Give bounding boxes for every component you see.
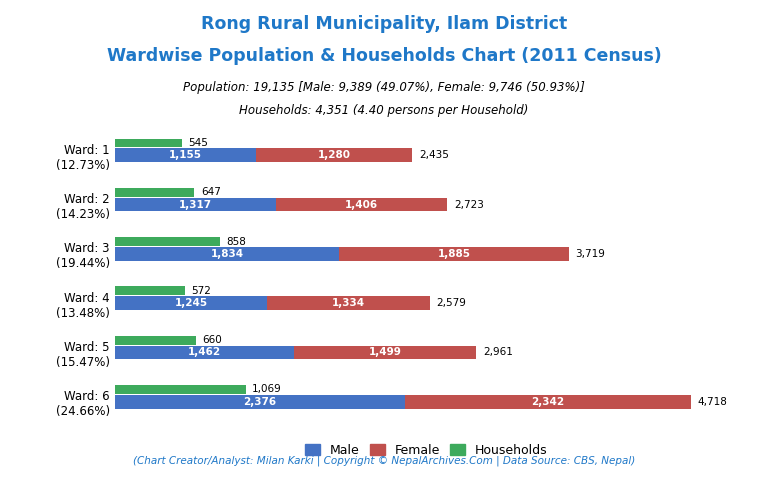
Text: 858: 858 [227,237,247,246]
Text: 1,155: 1,155 [169,150,202,160]
Bar [115,385,246,394]
Bar [256,148,412,162]
Text: 1,406: 1,406 [345,200,378,210]
Bar [115,286,185,295]
Text: 4,718: 4,718 [697,397,727,407]
Bar [293,346,476,359]
Text: 1,245: 1,245 [174,298,207,308]
Bar [115,148,256,162]
Text: 1,462: 1,462 [188,348,221,357]
Bar [339,247,569,261]
Text: Wardwise Population & Households Chart (2011 Census): Wardwise Population & Households Chart (… [107,47,661,65]
Text: 2,579: 2,579 [436,298,466,308]
Text: 2,435: 2,435 [419,150,449,160]
Text: 1,317: 1,317 [179,200,212,210]
Text: 1,069: 1,069 [253,385,282,394]
Text: Households: 4,351 (4.40 persons per Household): Households: 4,351 (4.40 persons per Hous… [240,104,528,116]
Text: 2,723: 2,723 [454,200,484,210]
Text: 572: 572 [192,286,211,296]
Text: Rong Rural Municipality, Ilam District: Rong Rural Municipality, Ilam District [201,15,567,33]
Text: 545: 545 [188,138,208,148]
Text: 1,499: 1,499 [369,348,402,357]
Text: 1,834: 1,834 [210,249,243,259]
Bar [115,395,405,409]
Bar [115,247,339,261]
Bar [405,395,690,409]
Bar [115,237,220,246]
Bar [115,188,194,197]
Text: 660: 660 [203,335,222,345]
Bar [276,198,447,211]
Text: 2,376: 2,376 [243,397,276,407]
Legend: Male, Female, Households: Male, Female, Households [300,439,553,462]
Bar [115,346,293,359]
Bar [267,296,430,310]
Text: 2,961: 2,961 [483,348,513,357]
Text: 1,334: 1,334 [332,298,365,308]
Bar [115,198,276,211]
Text: 3,719: 3,719 [575,249,605,259]
Text: 1,280: 1,280 [318,150,351,160]
Text: Population: 19,135 [Male: 9,389 (49.07%), Female: 9,746 (50.93%)]: Population: 19,135 [Male: 9,389 (49.07%)… [183,81,585,94]
Bar [115,336,196,345]
Text: 2,342: 2,342 [531,397,564,407]
Bar [115,296,267,310]
Bar [115,139,182,147]
Text: 647: 647 [200,187,220,197]
Text: 1,885: 1,885 [437,249,470,259]
Text: (Chart Creator/Analyst: Milan Karki | Copyright © NepalArchives.Com | Data Sourc: (Chart Creator/Analyst: Milan Karki | Co… [133,456,635,466]
